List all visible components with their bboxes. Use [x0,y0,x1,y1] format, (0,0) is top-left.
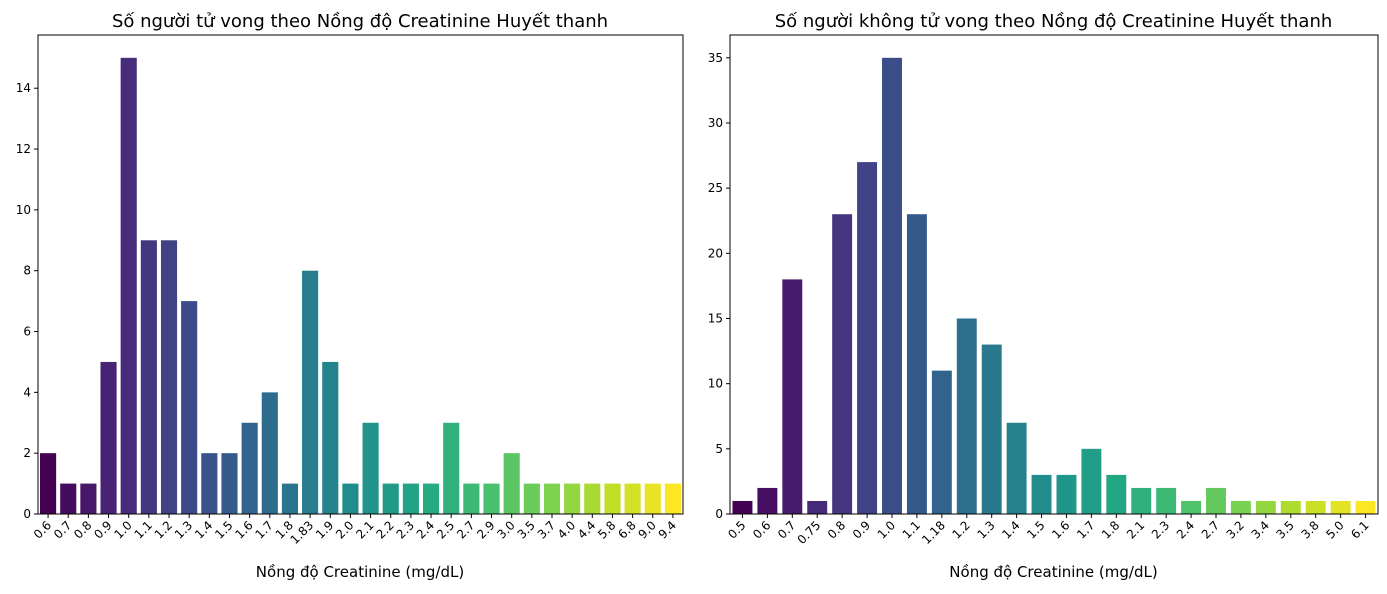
y-tick-label: 10 [708,377,723,391]
bar-6.8 [624,483,641,514]
plot-frame [729,34,1379,515]
y-axis: 0 5 10 15 20 25 30 35 [708,51,730,521]
y-tick-label: 12 [16,142,31,156]
chart-panel-survivors: Số người không tử vong theo Nồng độ Crea… [708,11,1379,581]
bar-0.5 [732,500,753,514]
bar-2.5 [443,422,460,514]
bar-1.5 [1031,474,1052,514]
bar-1.4 [201,453,218,514]
bar-1.9 [322,361,339,514]
bar-2.7 [1206,487,1226,514]
y-tick-label: 10 [16,203,31,217]
bar-1.2 [956,318,977,514]
bar-1.6 [241,422,258,514]
bar-3.0 [503,453,520,514]
y-tick-label: 14 [16,81,31,95]
bar-2.1 [1131,487,1152,514]
bars-group [732,57,1376,515]
bar-1.7 [261,392,278,514]
bar-3.4 [1255,500,1276,514]
y-tick-label: 2 [23,446,31,460]
bar-1.0 [882,57,902,515]
bar-1.0 [120,57,137,515]
bar-4.0 [564,483,581,514]
bar-1.7 [1081,448,1102,514]
bar-2.3 [1156,487,1177,514]
x-axis-label: Nồng độ Creatinine (mg/dL) [949,563,1157,581]
bar-1.6 [1056,474,1077,514]
bar-1.3 [181,301,198,514]
bars-group [40,57,681,515]
bar-3.8 [1305,500,1326,514]
bar-0.6 [40,453,57,514]
y-tick-label: 35 [708,51,723,65]
bar-5.8 [604,483,621,514]
y-tick-label: 20 [708,246,723,260]
bar-1.1 [140,240,157,515]
bar-1.4 [1006,422,1027,514]
y-tick-label: 8 [23,264,31,278]
bar-9.4 [664,483,681,514]
bar-4.4 [584,483,601,514]
bar-0.7 [60,483,77,514]
bar-2.4 [1181,500,1202,514]
plot-frame [37,34,684,515]
bar-3.2 [1230,500,1251,514]
bar-1.3 [981,344,1002,514]
bar-2.0 [342,483,359,514]
y-tick-label: 5 [715,442,723,456]
bar-1.2 [160,240,178,515]
bar-2.2 [382,483,399,514]
chart-title: Số người tử vong theo Nồng độ Creatinine… [112,11,608,32]
bar-1.83 [302,270,319,514]
bar-2.7 [463,483,480,514]
bar-2.4 [422,483,440,514]
x-axis-label: Nồng độ Creatinine (mg/dL) [256,563,464,581]
bar-1.8 [281,483,299,514]
bar-0.9 [857,162,878,514]
y-tick-label: 0 [715,507,723,521]
y-tick-label: 25 [708,181,723,195]
bar-0.8 [80,483,97,514]
y-tick-label: 30 [708,116,723,130]
bar-0.75 [807,500,828,514]
bar-0.6 [757,487,778,514]
bar-0.7 [782,279,803,514]
bar-6.1 [1355,500,1376,514]
bar-1.1 [906,214,927,514]
y-tick-label: 0 [23,507,31,521]
y-tick-label: 4 [23,385,31,399]
bar-0.8 [832,214,853,514]
bar-3.5 [523,483,540,514]
bar-2.9 [483,483,500,514]
y-tick-label: 6 [23,325,31,339]
bar-1.18 [931,370,952,514]
bar-2.1 [362,422,379,514]
bar-1.8 [1106,474,1127,514]
y-axis: 0 2 4 6 8 10 12 14 [16,81,38,521]
bar-2.3 [402,483,419,514]
bar-3.7 [543,483,561,514]
bar-9.0 [644,483,661,514]
bar-3.5 [1280,500,1301,514]
bar-0.9 [100,361,117,514]
y-tick-label: 15 [708,311,723,325]
chart-title: Số người không tử vong theo Nồng độ Crea… [775,11,1333,32]
bar-1.5 [221,453,238,514]
bar-5.0 [1330,500,1351,514]
